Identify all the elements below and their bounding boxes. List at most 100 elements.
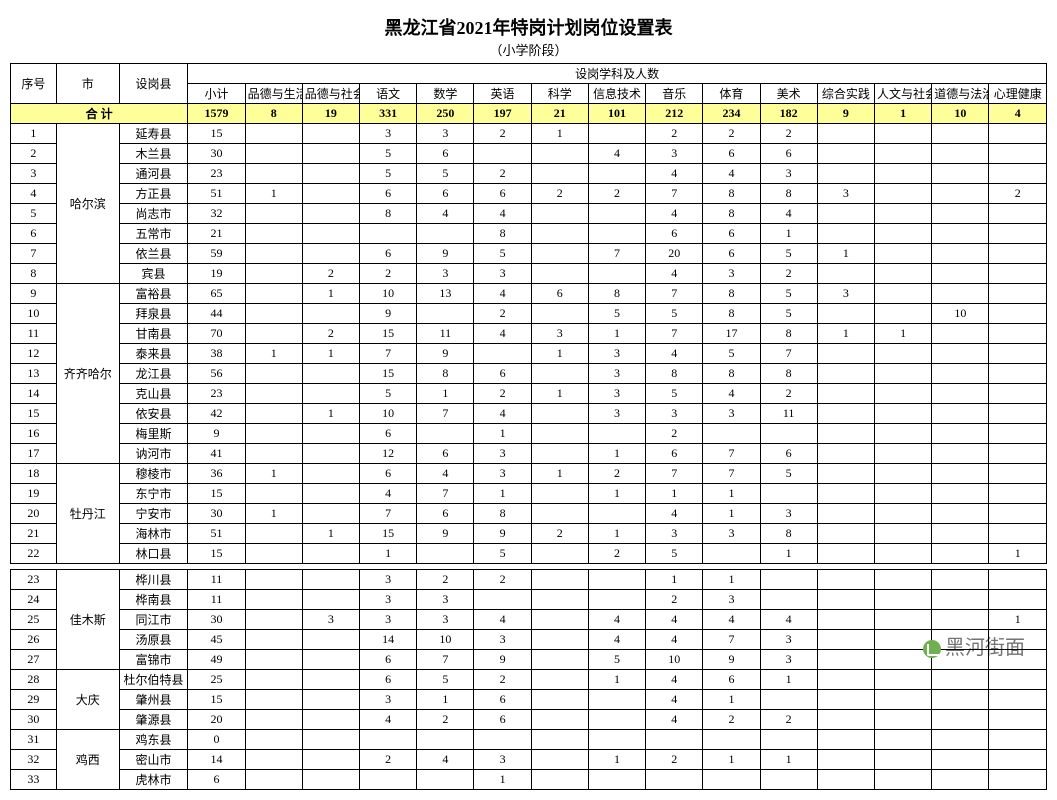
cell-value: 20 (646, 244, 703, 264)
cell-value (474, 730, 531, 750)
cell-value: 2 (360, 264, 417, 284)
cell-seq: 12 (11, 344, 57, 364)
cell-value: 1 (703, 570, 760, 590)
cell-value (874, 570, 931, 590)
cell-city: 大庆 (56, 670, 119, 730)
cell-value (588, 570, 645, 590)
total-cell: 9 (817, 104, 874, 124)
cell-value (874, 204, 931, 224)
table-row: 30肇源县20426422 (11, 710, 1047, 730)
cell-value (245, 264, 302, 284)
cell-value (874, 650, 931, 670)
cell-value: 23 (188, 164, 245, 184)
cell-value (417, 544, 474, 564)
cell-value: 3 (360, 590, 417, 610)
cell-value (531, 164, 588, 184)
cell-value (989, 244, 1047, 264)
cell-value (989, 770, 1047, 790)
cell-value (932, 424, 989, 444)
cell-value (874, 344, 931, 364)
cell-value: 2 (588, 464, 645, 484)
cell-value (531, 570, 588, 590)
cell-value (817, 164, 874, 184)
cell-value: 4 (588, 630, 645, 650)
cell-value (932, 184, 989, 204)
cell-value (245, 610, 302, 630)
cell-value: 4 (417, 750, 474, 770)
hdr-group: 设岗学科及人数 (188, 64, 1047, 84)
cell-county: 东宁市 (119, 484, 188, 504)
cell-value: 4 (360, 484, 417, 504)
cell-value (531, 750, 588, 770)
cell-value (245, 710, 302, 730)
cell-value (989, 384, 1047, 404)
cell-value: 44 (188, 304, 245, 324)
total-cell: 197 (474, 104, 531, 124)
cell-value: 4 (646, 504, 703, 524)
cell-city: 哈尔滨 (56, 124, 119, 284)
cell-seq: 8 (11, 264, 57, 284)
cell-value: 2 (760, 384, 817, 404)
cell-value (588, 730, 645, 750)
cell-value (588, 710, 645, 730)
cell-value (874, 404, 931, 424)
table-row: 1哈尔滨延寿县153321222 (11, 124, 1047, 144)
cell-value: 1 (302, 284, 359, 304)
cell-value (817, 730, 874, 750)
table-row: 31鸡西鸡东县0 (11, 730, 1047, 750)
cell-value: 3 (817, 284, 874, 304)
cell-value (932, 264, 989, 284)
cell-value: 8 (703, 364, 760, 384)
cell-value: 1 (474, 484, 531, 504)
cell-value (245, 204, 302, 224)
cell-value (302, 464, 359, 484)
cell-value (531, 690, 588, 710)
cell-value: 8 (703, 284, 760, 304)
cell-county: 富裕县 (119, 284, 188, 304)
cell-value (302, 590, 359, 610)
cell-value: 2 (760, 264, 817, 284)
cell-value (989, 304, 1047, 324)
cell-county: 海林市 (119, 524, 188, 544)
cell-value: 1 (474, 424, 531, 444)
cell-value: 4 (474, 404, 531, 424)
cell-value: 17 (703, 324, 760, 344)
cell-value: 1 (245, 504, 302, 524)
hdr-subject: 音乐 (646, 84, 703, 104)
cell-value (245, 730, 302, 750)
cell-value (302, 710, 359, 730)
cell-value (989, 650, 1047, 670)
cell-value: 30 (188, 504, 245, 524)
cell-county: 拜泉县 (119, 304, 188, 324)
total-cell: 10 (932, 104, 989, 124)
cell-value (302, 630, 359, 650)
cell-value: 8 (474, 224, 531, 244)
cell-value (932, 344, 989, 364)
cell-value (302, 424, 359, 444)
cell-value (302, 504, 359, 524)
cell-seq: 3 (11, 164, 57, 184)
cell-value (646, 730, 703, 750)
cell-value (989, 464, 1047, 484)
cell-value (245, 404, 302, 424)
cell-value (817, 464, 874, 484)
cell-value (817, 544, 874, 564)
cell-value (817, 750, 874, 770)
cell-value (817, 670, 874, 690)
cell-value: 3 (474, 264, 531, 284)
cell-value (989, 284, 1047, 304)
cell-value (817, 524, 874, 544)
cell-value (245, 590, 302, 610)
total-cell: 1579 (188, 104, 245, 124)
cell-value (474, 144, 531, 164)
cell-value (989, 364, 1047, 384)
hdr-subject: 英语 (474, 84, 531, 104)
cell-county: 梅里斯 (119, 424, 188, 444)
cell-county: 甘南县 (119, 324, 188, 344)
cell-county: 鸡东县 (119, 730, 188, 750)
table-row: 23佳木斯桦川县1132211 (11, 570, 1047, 590)
cell-value (245, 484, 302, 504)
cell-value (874, 224, 931, 244)
cell-value (245, 690, 302, 710)
cell-value: 3 (474, 750, 531, 770)
